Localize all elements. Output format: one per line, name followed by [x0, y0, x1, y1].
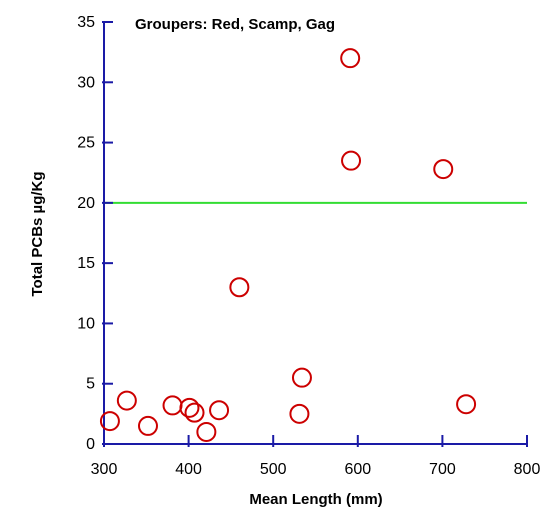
- x-tick-label: 500: [260, 461, 287, 478]
- data-point: [137, 415, 158, 436]
- data-points-layer: [99, 48, 477, 442]
- y-tick-label: 0: [86, 436, 95, 453]
- data-point: [229, 277, 250, 298]
- axes-layer: 0 5 10 15 20 25 30 35 300 400 500 600 700 800: [77, 14, 540, 478]
- data-point: [456, 394, 477, 415]
- data-point: [196, 421, 217, 442]
- x-tick-label: 700: [429, 461, 456, 478]
- x-tick-label: 600: [344, 461, 371, 478]
- y-tick-label: 5: [86, 376, 95, 393]
- x-tick-label: 800: [514, 461, 541, 478]
- data-point: [289, 403, 310, 424]
- data-point: [341, 150, 362, 171]
- x-tick-label: 300: [91, 461, 118, 478]
- data-point: [116, 390, 137, 411]
- data-point: [433, 159, 454, 180]
- x-axis-title: Mean Length (mm): [249, 491, 382, 508]
- y-axis-title: Total PCBs µg/Kg: [29, 171, 46, 296]
- y-tick-label: 10: [77, 315, 95, 332]
- data-point: [184, 402, 205, 423]
- y-tick-label: 20: [77, 195, 95, 212]
- data-point: [340, 48, 361, 69]
- data-point: [99, 411, 120, 432]
- x-tick-label: 400: [175, 461, 202, 478]
- chart-title: Groupers: Red, Scamp, Gag: [135, 16, 335, 33]
- data-point: [209, 400, 230, 421]
- y-tick-label: 30: [77, 74, 95, 91]
- data-point: [291, 367, 312, 388]
- y-tick-label: 25: [77, 135, 95, 152]
- y-tick-label: 15: [77, 255, 95, 272]
- data-point: [162, 395, 183, 416]
- data-point: [179, 397, 200, 418]
- y-tick-label: 35: [77, 14, 95, 31]
